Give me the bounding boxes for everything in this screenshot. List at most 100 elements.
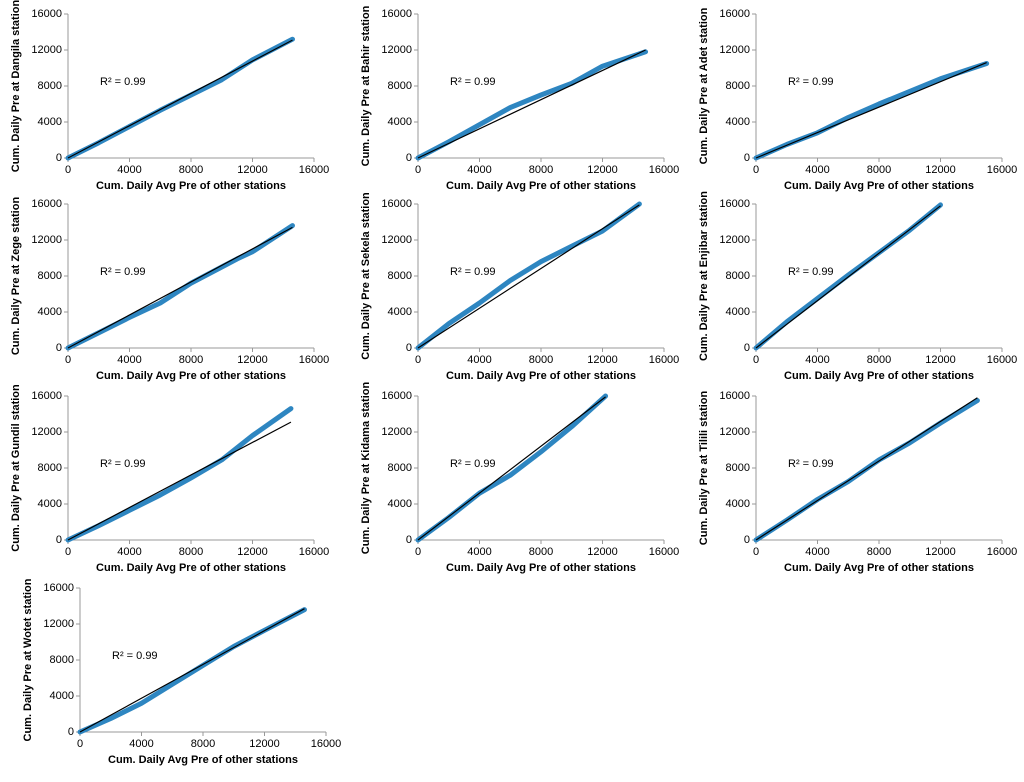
trend-line [417, 49, 646, 159]
trend-line [67, 39, 293, 159]
x-tick-label: 4000 [805, 546, 829, 558]
y-tick-label: 8000 [50, 654, 74, 666]
trend-line [79, 608, 305, 733]
y-tick-label: 8000 [388, 462, 412, 474]
y-tick-label: 4000 [38, 306, 62, 318]
y-tick-label: 12000 [381, 44, 412, 56]
y-tick-label: 12000 [719, 426, 750, 438]
y-tick-label: 0 [406, 152, 412, 164]
x-tick-label: 12000 [587, 546, 618, 558]
data-line [65, 406, 294, 543]
x-tick-label: 0 [415, 546, 421, 558]
y-axis-label: Cum. Daily Pre at Enjibar station [698, 191, 710, 361]
y-tick-label: 8000 [388, 270, 412, 282]
trend-line [755, 397, 978, 541]
y-tick-label: 12000 [381, 426, 412, 438]
y-tick-label: 8000 [38, 80, 62, 92]
trend-line [67, 421, 292, 541]
x-tick-label: 16000 [299, 164, 330, 176]
y-tick-label: 16000 [31, 198, 62, 210]
x-axis-label: Cum. Daily Avg Pre of other stations [784, 370, 974, 382]
x-tick-label: 4000 [117, 164, 141, 176]
x-axis-label: Cum. Daily Avg Pre of other stations [446, 562, 636, 574]
trend-line [67, 226, 293, 349]
trend-line [417, 396, 606, 541]
x-tick-label: 12000 [925, 354, 956, 366]
y-tick-label: 16000 [381, 198, 412, 210]
x-tick-label: 4000 [805, 354, 829, 366]
y-tick-label: 8000 [726, 462, 750, 474]
x-tick-label: 4000 [467, 164, 491, 176]
y-tick-label: 0 [744, 342, 750, 354]
y-tick-label: 12000 [31, 234, 62, 246]
y-tick-label: 16000 [31, 390, 62, 402]
x-tick-label: 12000 [249, 738, 280, 750]
x-tick-label: 8000 [179, 546, 203, 558]
x-tick-label: 4000 [117, 354, 141, 366]
y-tick-label: 8000 [388, 80, 412, 92]
y-tick-label: 4000 [388, 116, 412, 128]
y-tick-label: 8000 [38, 270, 62, 282]
x-tick-label: 16000 [987, 354, 1018, 366]
y-axis-label: Cum. Daily Pre at Bahir station [360, 5, 372, 166]
y-tick-label: 0 [68, 726, 74, 738]
y-tick-label: 12000 [31, 426, 62, 438]
x-axis-label: Cum. Daily Avg Pre of other stations [96, 180, 286, 192]
x-tick-label: 16000 [299, 354, 330, 366]
y-tick-label: 0 [406, 342, 412, 354]
x-axis-label: Cum. Daily Avg Pre of other stations [108, 754, 298, 766]
trend-line [755, 205, 941, 349]
annotation: R² = 0.99 [788, 458, 834, 470]
annotation: R² = 0.99 [450, 266, 496, 278]
x-tick-label: 0 [753, 164, 759, 176]
y-tick-label: 4000 [726, 306, 750, 318]
annotation: R² = 0.99 [450, 76, 496, 88]
x-axis-label: Cum. Daily Avg Pre of other stations [446, 370, 636, 382]
y-axis-label: Cum. Daily Pre at Wotet station [22, 578, 34, 741]
x-tick-label: 16000 [649, 354, 680, 366]
y-axis-label: Cum. Daily Pre at Adet station [698, 7, 710, 164]
data-line [65, 223, 295, 351]
x-tick-label: 16000 [299, 546, 330, 558]
x-tick-label: 0 [65, 164, 71, 176]
y-tick-label: 8000 [726, 80, 750, 92]
y-tick-label: 0 [56, 534, 62, 546]
x-tick-label: 12000 [237, 164, 268, 176]
x-tick-label: 12000 [587, 354, 618, 366]
x-tick-label: 0 [415, 164, 421, 176]
y-tick-label: 0 [744, 152, 750, 164]
data-line [415, 201, 642, 351]
annotation: R² = 0.99 [112, 650, 158, 662]
x-tick-label: 0 [65, 354, 71, 366]
x-tick-label: 0 [77, 738, 83, 750]
y-tick-label: 4000 [50, 690, 74, 702]
x-axis-label: Cum. Daily Avg Pre of other stations [784, 180, 974, 192]
y-axis-label: Cum. Daily Pre at Zege station [10, 197, 22, 356]
y-tick-label: 0 [406, 534, 412, 546]
y-tick-label: 8000 [38, 462, 62, 474]
y-tick-label: 12000 [43, 618, 74, 630]
x-tick-label: 8000 [179, 164, 203, 176]
y-axis-label: Cum. Daily Pre at Dangila station [10, 0, 22, 172]
x-tick-label: 12000 [925, 546, 956, 558]
x-tick-label: 16000 [649, 546, 680, 558]
x-tick-label: 4000 [117, 546, 141, 558]
x-tick-label: 8000 [529, 546, 553, 558]
x-tick-label: 0 [415, 354, 421, 366]
y-axis-label: Cum. Daily Pre at Gundil station [10, 384, 22, 552]
x-tick-label: 8000 [867, 546, 891, 558]
x-tick-label: 12000 [925, 164, 956, 176]
y-tick-label: 0 [56, 152, 62, 164]
data-line [415, 393, 609, 543]
y-tick-label: 12000 [381, 234, 412, 246]
y-tick-label: 4000 [388, 306, 412, 318]
x-axis-label: Cum. Daily Avg Pre of other stations [446, 180, 636, 192]
y-tick-label: 16000 [43, 582, 74, 594]
x-tick-label: 16000 [311, 738, 342, 750]
x-tick-label: 16000 [987, 546, 1018, 558]
y-axis-label: Cum. Daily Pre at Kidama station [360, 382, 372, 555]
x-tick-label: 8000 [529, 164, 553, 176]
x-tick-label: 8000 [867, 164, 891, 176]
x-tick-label: 8000 [529, 354, 553, 366]
